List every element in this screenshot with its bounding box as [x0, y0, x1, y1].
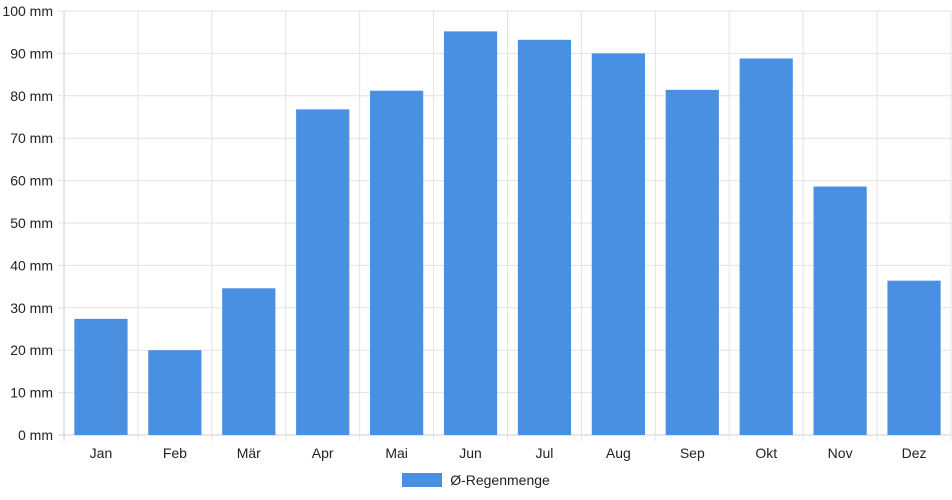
- y-tick-label: 0 mm: [18, 427, 53, 443]
- bar-jan: [74, 318, 128, 435]
- bar-nov: [813, 186, 867, 435]
- x-tick-label: Sep: [680, 445, 705, 461]
- bar-mär: [222, 288, 276, 435]
- chart-legend[interactable]: Ø-Regenmenge: [0, 472, 952, 488]
- x-tick-label: Nov: [828, 445, 853, 461]
- x-tick-label: Apr: [312, 445, 334, 461]
- bar-sep: [665, 89, 719, 435]
- y-tick-label: 20 mm: [10, 342, 53, 358]
- y-tick-label: 90 mm: [10, 45, 53, 61]
- bar-dez: [887, 280, 941, 435]
- x-tick-label: Mär: [237, 445, 261, 461]
- y-tick-label: 80 mm: [10, 88, 53, 104]
- y-tick-label: 40 mm: [10, 257, 53, 273]
- bar-jul: [517, 39, 572, 435]
- y-tick-label: 30 mm: [10, 300, 53, 316]
- y-tick-label: 100 mm: [2, 3, 53, 19]
- x-tick-label: Dez: [902, 445, 927, 461]
- bar-aug: [591, 53, 645, 436]
- y-tick-label: 10 mm: [10, 385, 53, 401]
- y-tick-label: 70 mm: [10, 130, 53, 146]
- y-tick-label: 50 mm: [10, 215, 53, 231]
- bar-okt: [739, 58, 793, 435]
- x-tick-label: Aug: [606, 445, 631, 461]
- x-tick-label: Jan: [90, 445, 113, 461]
- y-tick-label: 60 mm: [10, 173, 53, 189]
- bar-jun: [443, 31, 498, 436]
- x-tick-label: Jul: [536, 445, 554, 461]
- bar-feb: [148, 350, 202, 435]
- x-tick-label: Jun: [459, 445, 482, 461]
- bar-mai: [370, 90, 424, 435]
- x-tick-label: Mai: [385, 445, 408, 461]
- bar-apr: [296, 109, 350, 436]
- legend-swatch: [402, 473, 443, 487]
- legend-label: Ø-Regenmenge: [450, 472, 550, 488]
- x-tick-label: Okt: [755, 445, 777, 461]
- x-tick-label: Feb: [163, 445, 187, 461]
- chart-canvas: 0 mm 10 mm 20 mm 30 mm 40 mm 50 mm 60 mm 70 mm 8…: [2, 3, 952, 461]
